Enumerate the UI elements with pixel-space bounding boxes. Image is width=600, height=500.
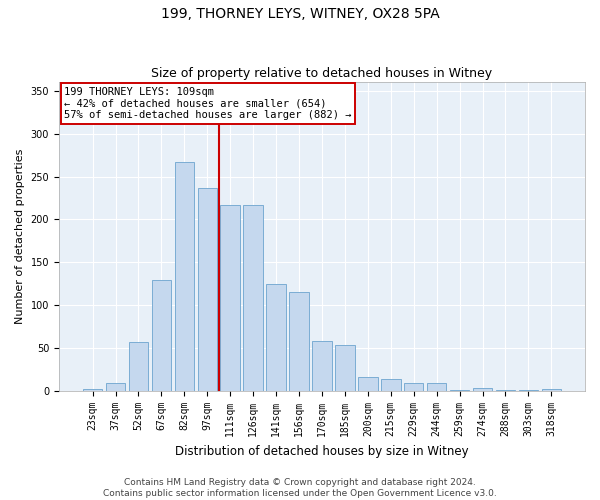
Bar <box>266 284 286 391</box>
Bar <box>404 384 424 391</box>
Bar <box>358 378 377 391</box>
Bar <box>289 292 309 391</box>
Bar <box>518 390 538 391</box>
Bar <box>542 390 561 391</box>
Bar <box>496 390 515 391</box>
Title: Size of property relative to detached houses in Witney: Size of property relative to detached ho… <box>151 66 493 80</box>
Bar <box>427 384 446 391</box>
Bar <box>106 382 125 391</box>
Text: 199 THORNEY LEYS: 109sqm
← 42% of detached houses are smaller (654)
57% of semi-: 199 THORNEY LEYS: 109sqm ← 42% of detach… <box>64 86 352 120</box>
Bar <box>83 390 103 391</box>
Y-axis label: Number of detached properties: Number of detached properties <box>15 149 25 324</box>
Bar <box>197 188 217 391</box>
Text: Contains HM Land Registry data © Crown copyright and database right 2024.
Contai: Contains HM Land Registry data © Crown c… <box>103 478 497 498</box>
Bar <box>244 205 263 391</box>
Bar <box>473 388 492 391</box>
Text: 199, THORNEY LEYS, WITNEY, OX28 5PA: 199, THORNEY LEYS, WITNEY, OX28 5PA <box>161 8 439 22</box>
Bar <box>335 345 355 391</box>
Bar <box>381 379 401 391</box>
Bar <box>175 162 194 391</box>
Bar <box>220 205 240 391</box>
Bar <box>128 342 148 391</box>
Bar <box>152 280 171 391</box>
Bar <box>450 390 469 391</box>
X-axis label: Distribution of detached houses by size in Witney: Distribution of detached houses by size … <box>175 444 469 458</box>
Bar <box>312 342 332 391</box>
